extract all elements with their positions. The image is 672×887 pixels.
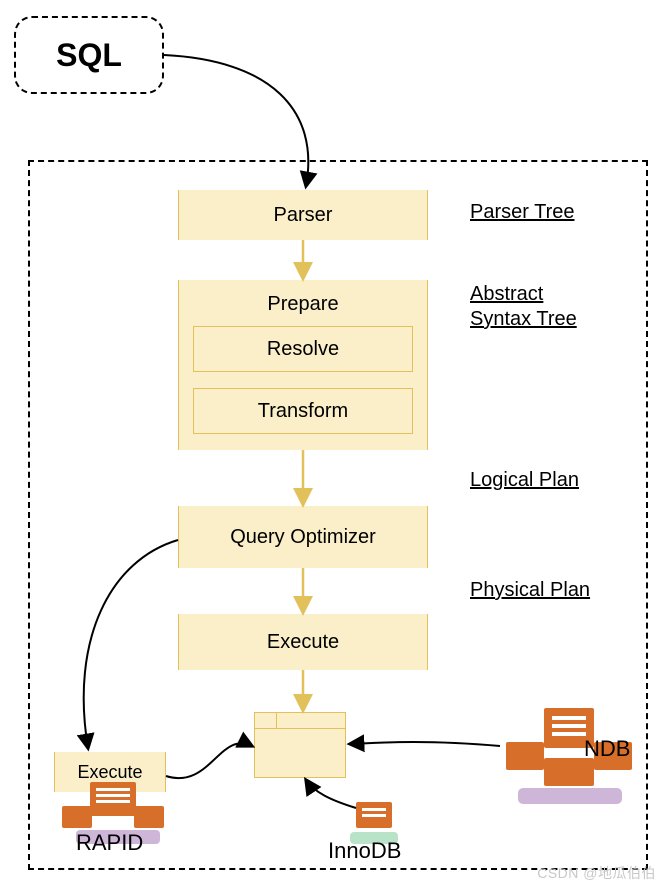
watermark: CSDN @地瓜伯伯	[537, 863, 656, 883]
stage-optimizer: Query Optimizer	[178, 506, 428, 568]
stage-resolve: Resolve	[193, 326, 413, 372]
label-ast: Abstract Syntax Tree	[470, 282, 577, 332]
diagram-canvas: SQL Parser Parser Tree Prepare Resolve T…	[0, 0, 672, 887]
label-physical-plan: Physical Plan	[470, 578, 590, 603]
label-logical-plan: Logical Plan	[470, 468, 579, 493]
stage-optimizer-label: Query Optimizer	[230, 526, 376, 549]
label-parser-tree: Parser Tree	[470, 200, 574, 225]
sql-input-label: SQL	[56, 37, 122, 74]
sink-hline	[254, 728, 346, 729]
stage-parser: Parser	[178, 190, 428, 240]
innodb-label: InnoDB	[328, 838, 401, 864]
stage-execute-label: Execute	[267, 631, 339, 654]
stage-prepare-label: Prepare	[267, 293, 338, 316]
ndb-label: NDB	[584, 736, 630, 762]
sink-vline	[276, 712, 277, 728]
sink-node	[254, 712, 346, 778]
stage-resolve-label: Resolve	[267, 338, 339, 361]
stage-transform-label: Transform	[258, 400, 348, 423]
stage-transform: Transform	[193, 388, 413, 434]
sql-input-node: SQL	[14, 16, 164, 94]
rapid-label: RAPID	[76, 830, 143, 856]
stage-execute: Execute	[178, 614, 428, 670]
stage-parser-label: Parser	[274, 204, 333, 227]
